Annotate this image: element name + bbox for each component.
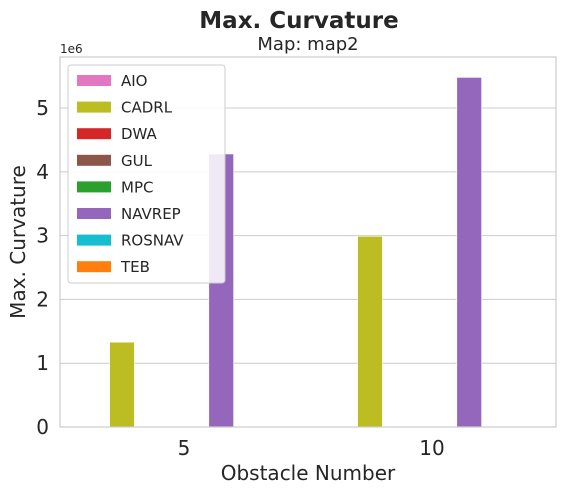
chart-subtitle: Map: map2 (257, 34, 358, 55)
legend-swatch-cadrl (77, 101, 111, 113)
chart-title: Max. Curvature (199, 8, 398, 34)
legend-label-cadrl: CADRL (121, 99, 173, 117)
y-tick-label: 2 (36, 287, 49, 311)
legend-label-aio: AIO (121, 72, 148, 90)
y-tick-label: 0 (36, 415, 49, 439)
legend-label-rosnav: ROSNAV (121, 232, 184, 250)
legend-items: AIO CADRL DWA GUL MPC NAVREP ROSNAV TEB (77, 72, 184, 276)
y-tick-label: 1 (36, 351, 49, 375)
bars (109, 77, 482, 428)
plot-frame (59, 56, 557, 428)
x-tick-label: 10 (419, 436, 444, 460)
legend-label-gul: GUL (121, 152, 153, 170)
x-tick-label: 5 (178, 436, 191, 460)
legend-label-teb: TEB (120, 258, 150, 276)
y-tick-label: 3 (36, 224, 49, 248)
legend-label-dwa: DWA (121, 125, 158, 143)
legend-swatch-dwa (77, 128, 111, 140)
bar-cadrl-5 (109, 341, 135, 428)
y-tick-label: 5 (36, 96, 49, 120)
legend-swatch-aio (77, 75, 111, 86)
y-axis-label: Max. Curvature (6, 165, 30, 319)
legend-swatch-teb (77, 261, 111, 273)
legend-swatch-mpc (77, 181, 111, 193)
bar-navrep-10 (456, 77, 482, 428)
legend-label-mpc: MPC (121, 178, 153, 196)
y-tick-labels: 0 1 2 3 4 5 (36, 96, 49, 439)
bar-cadrl-10 (357, 235, 383, 428)
legend-box (67, 64, 226, 284)
legend: AIO CADRL DWA GUL MPC NAVREP ROSNAV TEB (67, 64, 226, 284)
y-axis-offset-label: 1e6 (60, 42, 83, 56)
legend-swatch-gul (77, 154, 111, 166)
x-axis-label: Obstacle Number (221, 461, 396, 485)
y-tick-label: 4 (36, 160, 49, 184)
legend-label-navrep: NAVREP (121, 205, 181, 223)
legend-swatch-navrep (77, 208, 111, 219)
legend-swatch-rosnav (77, 234, 111, 246)
x-tick-labels: 5 10 (178, 436, 445, 460)
